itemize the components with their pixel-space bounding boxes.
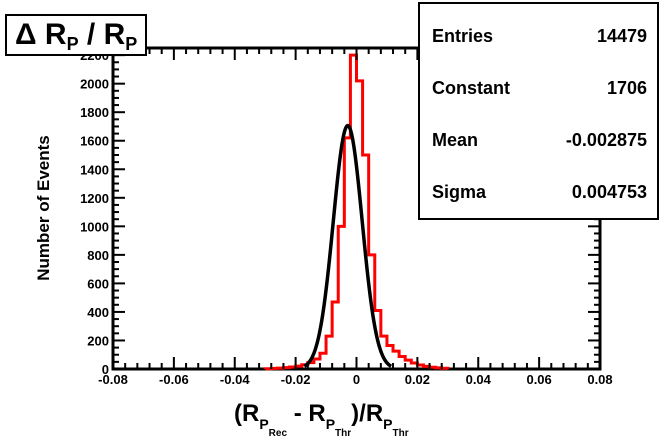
svg-text:(RPRec - RPThr)/RPThr: (RPRec - RPThr)/RPThr [234, 400, 409, 439]
y-tick-label: 400 [87, 305, 109, 320]
x-tick-label: -0.02 [281, 372, 311, 387]
fit-curve [303, 123, 393, 368]
stats-box: Entries 14479 Constant 1706 Mean -0.0028… [418, 2, 659, 220]
y-tick-label: 2000 [80, 77, 109, 92]
gaussian-fit [303, 123, 393, 368]
x-tick-label: -0.06 [159, 372, 189, 387]
stat-name: Entries [432, 26, 494, 46]
stat-value: -0.002875 [565, 130, 647, 150]
y-tick-label: 1800 [80, 105, 109, 120]
stat-value: 0.004753 [571, 182, 647, 202]
x-tick-label: 0 [353, 372, 360, 387]
histogram-title: Δ RP / RP [5, 14, 148, 56]
x-axis-title: (RPRec - RPThr)/RPThr [234, 400, 409, 439]
x-tick-label: 0.04 [466, 372, 492, 387]
y-tick-label: 1200 [80, 191, 109, 206]
stat-sigma: Sigma 0.004753 [432, 182, 647, 206]
stat-value: 1706 [606, 78, 647, 98]
x-tick-label: 0.08 [587, 372, 612, 387]
x-tick-label: -0.04 [220, 372, 250, 387]
stat-mean: Mean -0.002875 [432, 130, 647, 154]
stat-name: Constant [432, 78, 510, 98]
x-tick-label: -0.08 [98, 372, 128, 387]
y-tick-label: 1400 [80, 162, 109, 177]
y-tick-label: 1600 [80, 134, 109, 149]
stat-constant: Constant 1706 [432, 78, 647, 102]
y-tick-label: 0 [102, 362, 109, 377]
y-tick-label: 800 [87, 248, 109, 263]
stat-value: 14479 [596, 26, 647, 46]
x-tick-label: 0.06 [526, 372, 551, 387]
y-tick-label: 600 [87, 276, 109, 291]
y-axis-title: Number of Events [34, 135, 53, 280]
x-tick-label: 0.02 [405, 372, 430, 387]
y-tick-label: 1000 [80, 219, 109, 234]
stat-name: Mean [432, 130, 479, 150]
stat-name: Sigma [432, 182, 487, 202]
stat-entries: Entries 14479 [432, 26, 647, 50]
y-tick-label: 200 [87, 333, 109, 348]
